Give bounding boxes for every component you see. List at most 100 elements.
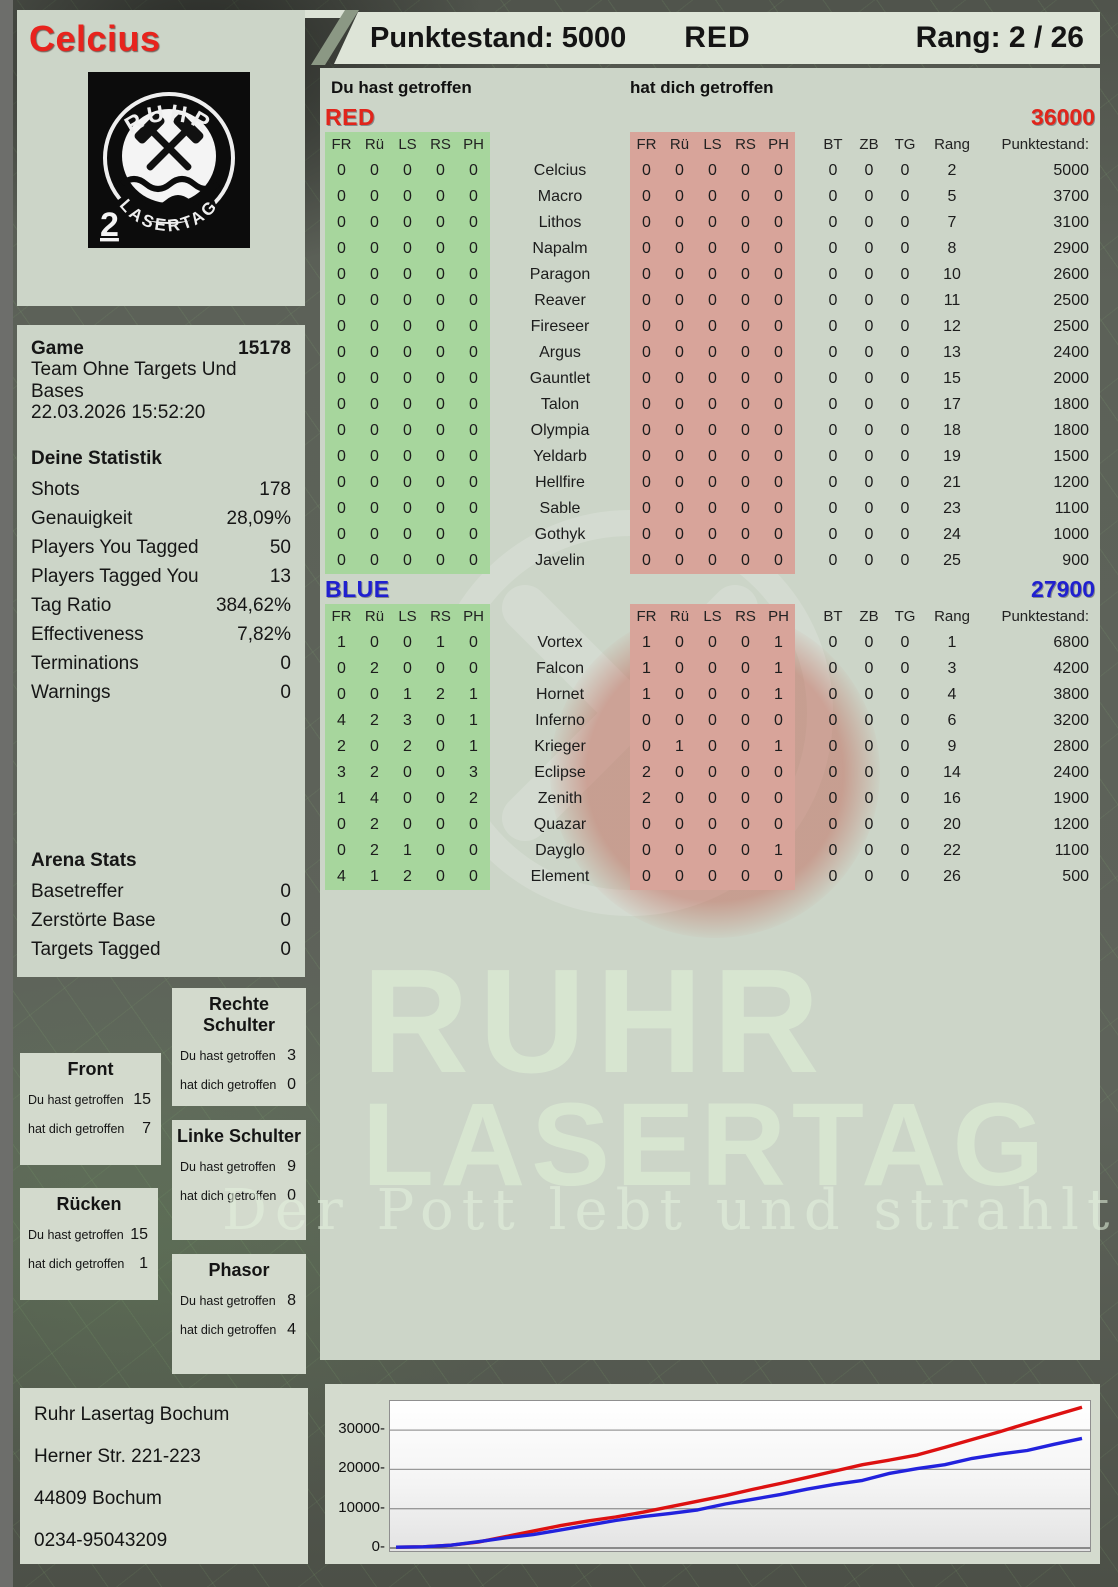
arena-cell: 0	[864, 240, 874, 257]
teams-container: RED 36000 FR Rü LS RS PH FR Rü LS RS PH BT ZB TG Rang Pu…	[325, 102, 1095, 890]
rang-cell: 7	[947, 214, 957, 231]
your-stats-rows: Shots 178 Genauigkeit 28,09% Players You Tag…	[31, 475, 291, 707]
rang-cell: 13	[943, 344, 961, 361]
hit-you-cell: 0	[391, 184, 424, 210]
stat-value: 0	[280, 938, 291, 960]
rang-cell: 10	[943, 266, 961, 283]
hit-them-cell: 0	[630, 418, 663, 444]
hit-them-cell: 0	[696, 392, 729, 418]
hit-you-cell: 0	[358, 392, 391, 418]
hit-you-cell: 0	[424, 496, 457, 522]
rang-cell: 22	[943, 842, 961, 859]
arena-cell: 0	[828, 868, 838, 885]
stat-label: Tag Ratio	[31, 594, 112, 616]
col-header-them: LS	[696, 604, 729, 630]
arena-cell: 0	[828, 500, 838, 517]
gap-cell	[795, 418, 815, 444]
hit-them-cell: 0	[729, 392, 762, 418]
hit-you-cell: 1	[325, 786, 358, 812]
hit-you-cell: 0	[325, 682, 358, 708]
points-cell: 2600	[1053, 266, 1089, 283]
hit-you-cell: 0	[325, 184, 358, 210]
team-label-row: RED 36000	[325, 102, 1095, 132]
hit-them-cell: 0	[630, 548, 663, 574]
table-row: 0 0 0 0 0 Javelin 0 0 0 0 0 0 0 0 25 900	[325, 548, 1095, 574]
hit-them-cell: 0	[663, 236, 696, 262]
arena-cell: 0	[828, 842, 838, 859]
col-header-bt: BT	[823, 136, 843, 153]
hit-them-cell: 0	[663, 184, 696, 210]
hit-them-cell: 0	[630, 184, 663, 210]
hit-them-cell: 2	[630, 786, 663, 812]
hit-them-cell: 0	[762, 210, 795, 236]
hit-you-cell: 0	[391, 522, 424, 548]
stat-label: Basetreffer	[31, 880, 124, 902]
hit-them-cell: 0	[729, 864, 762, 890]
hit-them-cell: 0	[696, 760, 729, 786]
points-cell: 5000	[1053, 162, 1089, 179]
team-name-label: RED	[325, 103, 376, 130]
rang-cell: 9	[947, 738, 957, 755]
table-row: 0 0 0 0 0 Argus 0 0 0 0 0 0 0 0 13 2400	[325, 340, 1095, 366]
stat-value: 7,82%	[237, 623, 291, 645]
hitbox-them-label: hat dich getroffen	[180, 1078, 277, 1092]
gap-cell	[795, 682, 815, 708]
arena-cell: 0	[900, 526, 910, 543]
stat-label: Shots	[31, 478, 80, 500]
hit-them-cell: 0	[663, 262, 696, 288]
hitbox-them-label: hat dich getroffen	[180, 1323, 277, 1337]
arena-cell: 0	[828, 816, 838, 833]
arena-cell: 0	[828, 396, 838, 413]
arena-cell: 0	[900, 552, 910, 569]
hitbox-ruecken: Rücken Du hast getroffen 15 hat dich get…	[20, 1188, 158, 1300]
table-row: 0 0 0 0 0 Paragon 0 0 0 0 0 0 0 0 10 2600	[325, 262, 1095, 288]
points-cell: 1800	[1053, 396, 1089, 413]
arena-cell: 0	[864, 868, 874, 885]
hit-you-cell: 2	[358, 656, 391, 682]
gap-cell	[795, 158, 815, 184]
arena-cell: 0	[828, 634, 838, 651]
hit-you-cell: 0	[424, 210, 457, 236]
arena-cell: 0	[864, 842, 874, 859]
col-header-you: PH	[457, 132, 490, 158]
points-cell: 3800	[1053, 686, 1089, 703]
hit-them-cell: 0	[630, 340, 663, 366]
hit-them-cell: 0	[696, 812, 729, 838]
arena-cell: 0	[828, 526, 838, 543]
arena-cell: 0	[864, 370, 874, 387]
arena-cell: 0	[864, 764, 874, 781]
stat-value: 384,62%	[215, 594, 291, 616]
arena-cell: 0	[900, 396, 910, 413]
col-header-name	[490, 604, 630, 630]
hit-you-cell: 0	[424, 760, 457, 786]
col-header-punktestand: Punktestand:	[1001, 608, 1089, 625]
points-cell: 2800	[1053, 738, 1089, 755]
hit-you-cell: 1	[457, 734, 490, 760]
stat-label: Players Tagged You	[31, 565, 199, 587]
arena-cell: 0	[864, 660, 874, 677]
table-row: 0 0 1 2 1 Hornet 1 0 0 0 1 0 0 0 4 3800	[325, 682, 1095, 708]
hit-you-cell: 0	[424, 864, 457, 890]
player-name-cell: Celcius	[533, 162, 587, 179]
rang-cell: 6	[947, 712, 957, 729]
chart-plot-area	[389, 1400, 1091, 1552]
points-cell: 2400	[1053, 344, 1089, 361]
arena-stats-group: Arena Stats Basetreffer 0 Zerstörte Base 0 T…	[31, 845, 291, 964]
hit-them-cell: 0	[630, 288, 663, 314]
arena-cell: 0	[864, 162, 874, 179]
hit-you-cell: 0	[325, 314, 358, 340]
hit-them-cell: 0	[762, 236, 795, 262]
table-row: 0 0 0 0 0 Gauntlet 0 0 0 0 0 0 0 0 15 2000	[325, 366, 1095, 392]
tables-wrap: Du hast getroffen hat dich getroffen RED…	[320, 68, 1100, 890]
stat-label: Genauigkeit	[31, 507, 133, 529]
col-header-punktestand: Punktestand:	[1001, 136, 1089, 153]
hitbox-them-label: hat dich getroffen	[28, 1257, 125, 1271]
col-header-them: LS	[696, 132, 729, 158]
hit-you-cell: 0	[391, 340, 424, 366]
arena-cell: 0	[864, 292, 874, 309]
stats-panel: Game 15178 Team Ohne Targets Und Bases 2…	[17, 325, 305, 977]
hit-you-cell: 4	[358, 786, 391, 812]
hit-them-cell: 0	[630, 210, 663, 236]
arena-cell: 0	[828, 712, 838, 729]
player-name-cell: Argus	[539, 344, 581, 361]
